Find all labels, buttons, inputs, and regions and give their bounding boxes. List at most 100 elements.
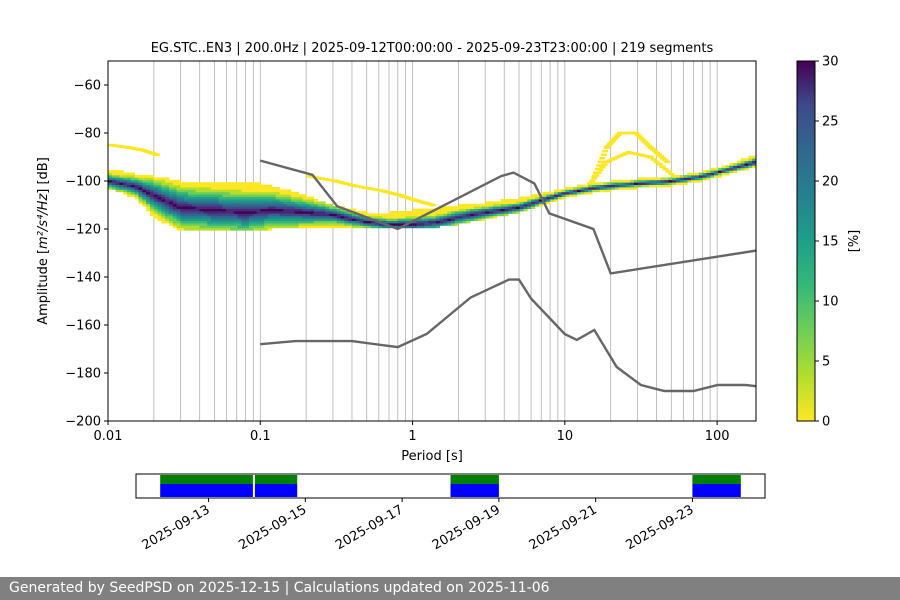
psd-cell [531, 206, 536, 209]
psd-cell [332, 215, 338, 219]
psd-cell [477, 208, 482, 212]
psd-cell [203, 225, 208, 229]
psd-cell [588, 187, 593, 190]
psd-cell [134, 177, 139, 181]
psd-cell [233, 227, 238, 231]
psd-cell [111, 182, 117, 185]
psd-outlier-cell [372, 188, 379, 191]
psd-cell [714, 172, 719, 176]
psd-cell [214, 227, 219, 231]
psd-cell [184, 213, 189, 217]
psd-cell [214, 201, 219, 205]
psd-cell [229, 225, 235, 229]
psd-cell [249, 182, 254, 185]
psd-cell [298, 203, 303, 207]
psd-cell [245, 225, 250, 229]
psd-cell [397, 211, 402, 214]
psd-cell [149, 203, 155, 207]
psd-cell [188, 201, 193, 205]
psd-cell [302, 213, 307, 217]
psd-cell [245, 182, 250, 185]
psd-cell [207, 206, 212, 209]
psd-cell [553, 194, 559, 197]
psd-cell [207, 191, 212, 195]
psd-cell [191, 201, 197, 205]
psd-cell [241, 206, 246, 209]
psd-cell [573, 194, 578, 197]
psd-cell [260, 215, 265, 219]
psd-cell [458, 203, 463, 207]
psd-cell [127, 175, 132, 178]
psd-cell [108, 177, 113, 181]
psd-cell [249, 187, 254, 190]
psd-cell [649, 182, 654, 185]
psd-cell [653, 179, 658, 183]
psd-cell [382, 215, 387, 219]
psd-cell [287, 213, 292, 217]
psd-cell [412, 211, 418, 214]
psd-cell [451, 206, 456, 209]
psd-cell [580, 191, 585, 195]
psd-cell [130, 191, 136, 195]
psd-cell [447, 215, 452, 219]
psd-cell [393, 211, 399, 214]
psd-cell [432, 215, 437, 219]
psd-cell [489, 215, 494, 219]
psd-cell [649, 179, 654, 183]
psd-cell [519, 208, 524, 212]
psd-cell [695, 179, 700, 183]
psd-cell [241, 225, 246, 229]
psd-cell [127, 182, 132, 185]
psd-cell [420, 225, 425, 229]
psd-cell [580, 184, 585, 188]
psd-cell [214, 211, 219, 214]
psd-cell [172, 201, 178, 205]
psd-cell [149, 196, 155, 200]
coverage-bar [450, 475, 499, 484]
psd-cell [275, 196, 280, 200]
psd-cell [249, 213, 254, 217]
psd-cell [561, 191, 566, 195]
psd-cell [527, 201, 532, 205]
psd-cell [146, 201, 151, 205]
psd-cell [443, 220, 448, 224]
psd-cell [210, 203, 216, 207]
psd-cell [210, 196, 216, 200]
psd-cell [157, 199, 162, 202]
psd-cell [630, 182, 635, 185]
psd-cell [298, 215, 303, 219]
psd-outlier-cell [644, 142, 651, 146]
psd-cell [492, 201, 498, 205]
psd-cell [287, 218, 292, 221]
psd-outlier-cell [591, 176, 598, 180]
psd-cell [176, 213, 181, 217]
psd-cell [176, 211, 181, 214]
psd-cell [142, 175, 147, 178]
psd-cell [168, 220, 174, 224]
psd-cell [233, 187, 238, 190]
psd-cell [161, 182, 166, 185]
psd-cell [367, 213, 372, 217]
psd-cell [492, 211, 498, 214]
psd-cell [462, 211, 467, 214]
psd-cell [313, 199, 319, 202]
psd-cell [748, 160, 753, 164]
psd-cell [485, 213, 490, 217]
psd-outlier-cell [658, 155, 665, 158]
psd-cell [500, 199, 505, 202]
psd-cell [515, 206, 521, 209]
psd-cell [454, 215, 460, 219]
psd-cell [199, 206, 204, 209]
psd-cell [386, 215, 391, 219]
psd-cell [268, 220, 273, 224]
psd-cell [146, 189, 151, 193]
psd-cell [222, 225, 227, 229]
psd-cell [184, 225, 189, 229]
psd-cell [306, 213, 311, 217]
psd-cell [180, 189, 185, 193]
psd-cell [504, 213, 509, 217]
psd-cell [233, 189, 238, 193]
psd-cell [302, 220, 307, 224]
psd-cell [698, 177, 704, 181]
psd-cell [649, 184, 654, 188]
